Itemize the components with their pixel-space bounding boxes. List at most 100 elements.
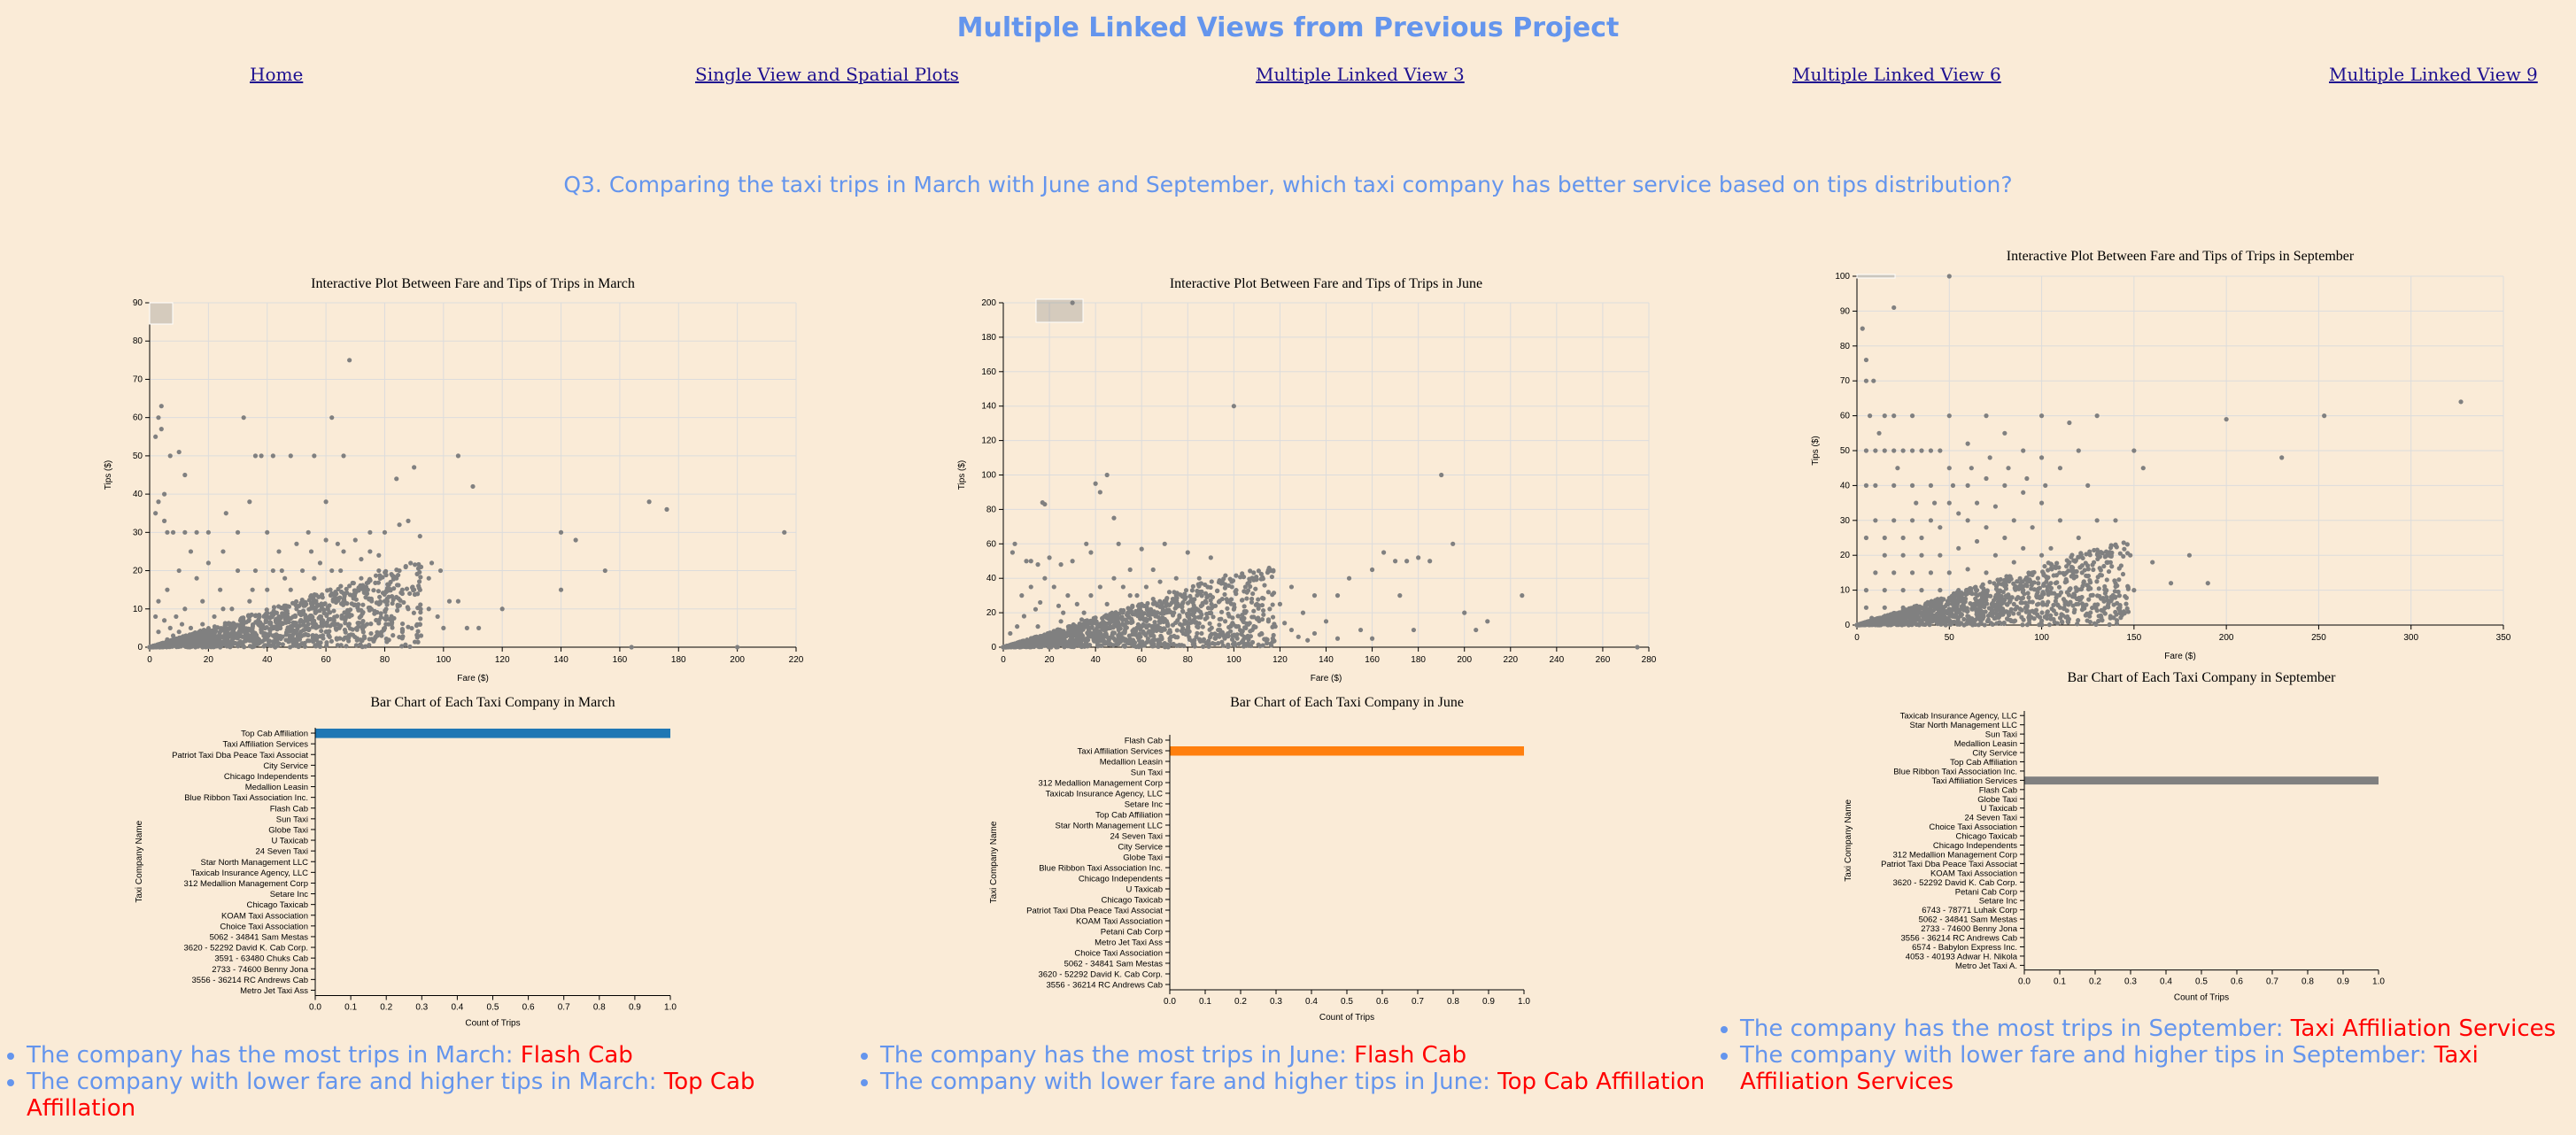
scatter-point bbox=[1151, 643, 1156, 649]
scatter-point bbox=[1249, 639, 1256, 645]
scatter-point bbox=[1239, 598, 1245, 603]
scatter-point bbox=[2002, 430, 2007, 436]
scatter-point bbox=[2066, 560, 2071, 566]
scatter-point bbox=[1204, 611, 1210, 617]
y-tick-label: 10 bbox=[133, 605, 143, 614]
category-label: 24 Seven Taxi bbox=[1110, 832, 1163, 842]
scatter-point bbox=[1450, 541, 1456, 546]
scatter-point bbox=[381, 627, 387, 633]
scatter-point bbox=[2040, 599, 2046, 606]
scatter-point bbox=[212, 614, 217, 620]
scatter-point bbox=[1958, 621, 1964, 626]
scatter-point bbox=[1900, 448, 1906, 453]
scatter-point bbox=[1044, 634, 1049, 639]
scatter-point bbox=[1863, 378, 1869, 383]
category-label: 5062 - 34841 Sam Mestas bbox=[1064, 960, 1164, 969]
category-label: Choice Taxi Association bbox=[220, 922, 308, 931]
scatter-point bbox=[354, 637, 360, 643]
category-label: Star North Management LLC bbox=[1056, 822, 1164, 831]
nav-link-linked-view-9[interactable]: Multiple Linked View 9 bbox=[2329, 64, 2538, 85]
scatter-point bbox=[264, 611, 269, 616]
scatter-point bbox=[271, 605, 277, 610]
scatter-point bbox=[1883, 614, 1888, 620]
scatter-point bbox=[256, 617, 261, 622]
category-label: Blue Ribbon Taxi Association Inc. bbox=[1039, 864, 1163, 874]
scatter-point bbox=[1474, 627, 1479, 633]
scatter-point bbox=[352, 537, 358, 543]
scatter-point bbox=[1194, 634, 1199, 639]
scatter-point bbox=[317, 560, 323, 566]
scatter-point bbox=[1088, 630, 1094, 636]
x-tick-label: 140 bbox=[1319, 655, 1334, 665]
category-label: Chicago Independents bbox=[1079, 875, 1163, 884]
x-tick-label: 0 bbox=[1001, 655, 1006, 665]
scatter-point bbox=[324, 613, 329, 619]
scatter-point bbox=[1165, 622, 1171, 628]
scatter-point bbox=[270, 568, 275, 574]
scatter-point bbox=[1094, 619, 1099, 625]
scatter-point bbox=[1993, 610, 1999, 616]
scatter-point bbox=[1157, 579, 1163, 584]
category-label: Chicago Taxicab bbox=[1101, 896, 1163, 906]
scatter-title: Interactive Plot Between Fare and Tips o… bbox=[2007, 249, 2355, 264]
scatter-point bbox=[2027, 609, 2032, 614]
nav-link-linked-view-3[interactable]: Multiple Linked View 3 bbox=[1256, 64, 1465, 85]
scatter-point bbox=[1248, 568, 1253, 574]
scatter-point bbox=[1256, 597, 1261, 602]
scatter-point bbox=[2108, 545, 2114, 551]
scatter-point bbox=[1922, 604, 1928, 609]
scatter-point bbox=[313, 592, 319, 598]
scatter-point bbox=[342, 627, 348, 633]
scatter-point bbox=[602, 568, 607, 574]
scatter-point bbox=[2101, 563, 2107, 569]
scatter-point bbox=[1260, 575, 1265, 580]
scatter-point bbox=[2150, 560, 2155, 565]
scatter-point bbox=[1211, 614, 1216, 620]
scatter-point bbox=[310, 633, 315, 638]
scatter-point bbox=[263, 618, 268, 623]
scatter-point bbox=[350, 627, 355, 632]
scatter-point bbox=[2041, 571, 2046, 576]
scatter-point bbox=[1873, 621, 1878, 626]
scatter-point bbox=[1177, 622, 1183, 627]
scatter-point bbox=[1206, 642, 1211, 647]
scatter-point bbox=[2027, 599, 2032, 605]
scatter-point bbox=[1863, 448, 1869, 453]
scatter-point bbox=[1028, 584, 1033, 590]
scatter-point bbox=[1955, 609, 1961, 615]
scatter-point bbox=[166, 642, 172, 647]
scatter-point bbox=[1961, 602, 1966, 607]
scatter-point bbox=[1008, 630, 1013, 637]
scatter-point bbox=[262, 631, 267, 637]
scatter-point bbox=[298, 609, 304, 615]
category-label: Globe Taxi bbox=[1123, 853, 1163, 863]
scatter-point bbox=[373, 580, 378, 585]
scatter-point bbox=[165, 587, 170, 592]
scatter-point bbox=[312, 599, 317, 606]
scatter-point bbox=[325, 588, 330, 593]
nav-link-home[interactable]: Home bbox=[250, 64, 304, 85]
scatter-point bbox=[1072, 637, 1078, 643]
scatter-point bbox=[1149, 629, 1156, 635]
scatter-point bbox=[1393, 559, 1398, 564]
scatter-point bbox=[1070, 300, 1075, 305]
x-tick-label: 350 bbox=[2496, 633, 2511, 643]
x-tick-label: 200 bbox=[2219, 633, 2234, 643]
scatter-point bbox=[2007, 613, 2012, 618]
scatter-point bbox=[373, 635, 378, 640]
scatter-point bbox=[1250, 591, 1256, 597]
scatter-point bbox=[2062, 606, 2067, 612]
scatter-point bbox=[406, 518, 411, 523]
scatter-point bbox=[2039, 622, 2045, 628]
scatter-point bbox=[197, 639, 203, 645]
scatter-point bbox=[1122, 638, 1127, 644]
scatter-point bbox=[389, 618, 395, 623]
scatter-point bbox=[1863, 483, 1869, 489]
scatter-point bbox=[308, 549, 314, 554]
scatter-point bbox=[1902, 609, 1907, 614]
scatter-point bbox=[1919, 588, 1924, 593]
scatter-point bbox=[2013, 618, 2018, 623]
x-tick-label: 80 bbox=[1183, 655, 1194, 665]
nav-link-single-view[interactable]: Single View and Spatial Plots bbox=[695, 64, 959, 85]
nav-link-linked-view-6[interactable]: Multiple Linked View 6 bbox=[1792, 64, 2001, 85]
